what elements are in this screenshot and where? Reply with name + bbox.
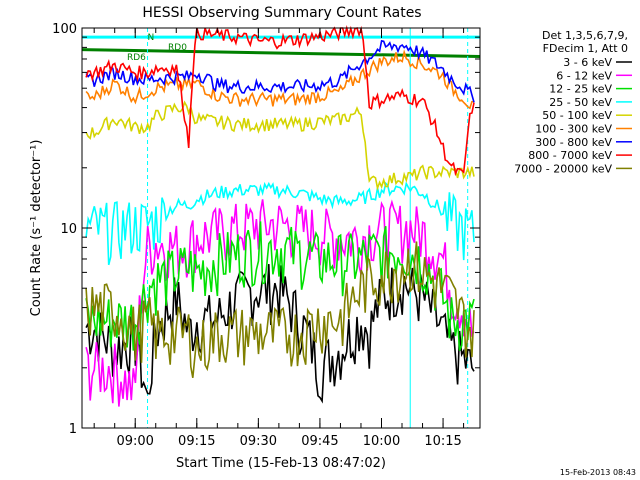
series-25to50keV-line [85,181,475,266]
legend-entry-label: 50 - 100 keV [542,109,612,122]
legend-header-line-1: Det 1,3,5,6,7,9, [542,29,628,42]
reference-line-1 [81,48,481,59]
x-tick-label: 10:00 [363,434,400,449]
legend-entry-label: 300 - 800 keV [535,136,612,149]
legend: Det 1,3,5,6,7,9, FDecim 1, Att 0 3 - 6 k… [514,29,632,175]
series-7000to20000keV-line [85,241,475,378]
marker-label-n: N [148,33,155,43]
legend-entry-label: 100 - 300 keV [535,123,612,136]
x-tick-label: 10:15 [424,434,461,449]
legend-entry-label: 6 - 12 keV [556,69,612,82]
y-tick-label: 1 [69,422,77,437]
series-3to6keV-line [85,264,475,404]
legend-entry-label: 7000 - 20000 keV [514,162,612,175]
series-path-4 [85,100,475,192]
chart-title: HESSI Observing Summary Count Rates [142,5,421,21]
series-path-6 [85,39,475,103]
legend-header-line-2: FDecim 1, Att 0 [543,42,628,55]
series-path-5 [85,49,475,110]
series-path-0 [85,264,475,404]
y-tick-label: 100 [52,22,77,37]
marker-label-rd0: RD0 [168,43,187,53]
legend-entry-label: 12 - 25 keV [549,83,612,96]
legend-entry-label: 800 - 7000 keV [528,149,612,162]
series-6to12keV-line [85,199,475,407]
series-path-8 [85,241,475,378]
x-axis-label: Start Time (15-Feb-13 08:47:02) [176,456,386,471]
x-tick-label: 09:45 [301,434,338,449]
series-path-7 [85,25,475,177]
y-axis-ticks: 1 10 100 [52,22,480,437]
legend-entry-label: 25 - 50 keV [549,96,612,109]
x-tick-label: 09:30 [240,434,277,449]
plot-area: N RD0 RD6 [81,25,481,428]
series-100to300keV-line [85,49,475,110]
series-path-3 [85,181,475,266]
x-tick-label: 09:00 [116,434,153,449]
x-axis-ticks: 09:00 09:15 09:30 09:45 10:00 10:15 [93,28,465,449]
series-800to7000keV-line [85,25,475,177]
x-tick-label: 09:15 [178,434,215,449]
series-50to100keV-line [85,100,475,192]
series-300to800keV-line [85,39,475,103]
marker-label-rd6: RD6 [127,53,146,63]
series-path-1 [85,199,475,407]
legend-entry-label: 3 - 6 keV [563,56,612,69]
y-tick-label: 10 [60,222,77,237]
footer-date: 15-Feb-2013 08:43 [560,468,636,477]
y-axis-label: Count Rate (s⁻¹ detector⁻¹) [29,140,44,317]
